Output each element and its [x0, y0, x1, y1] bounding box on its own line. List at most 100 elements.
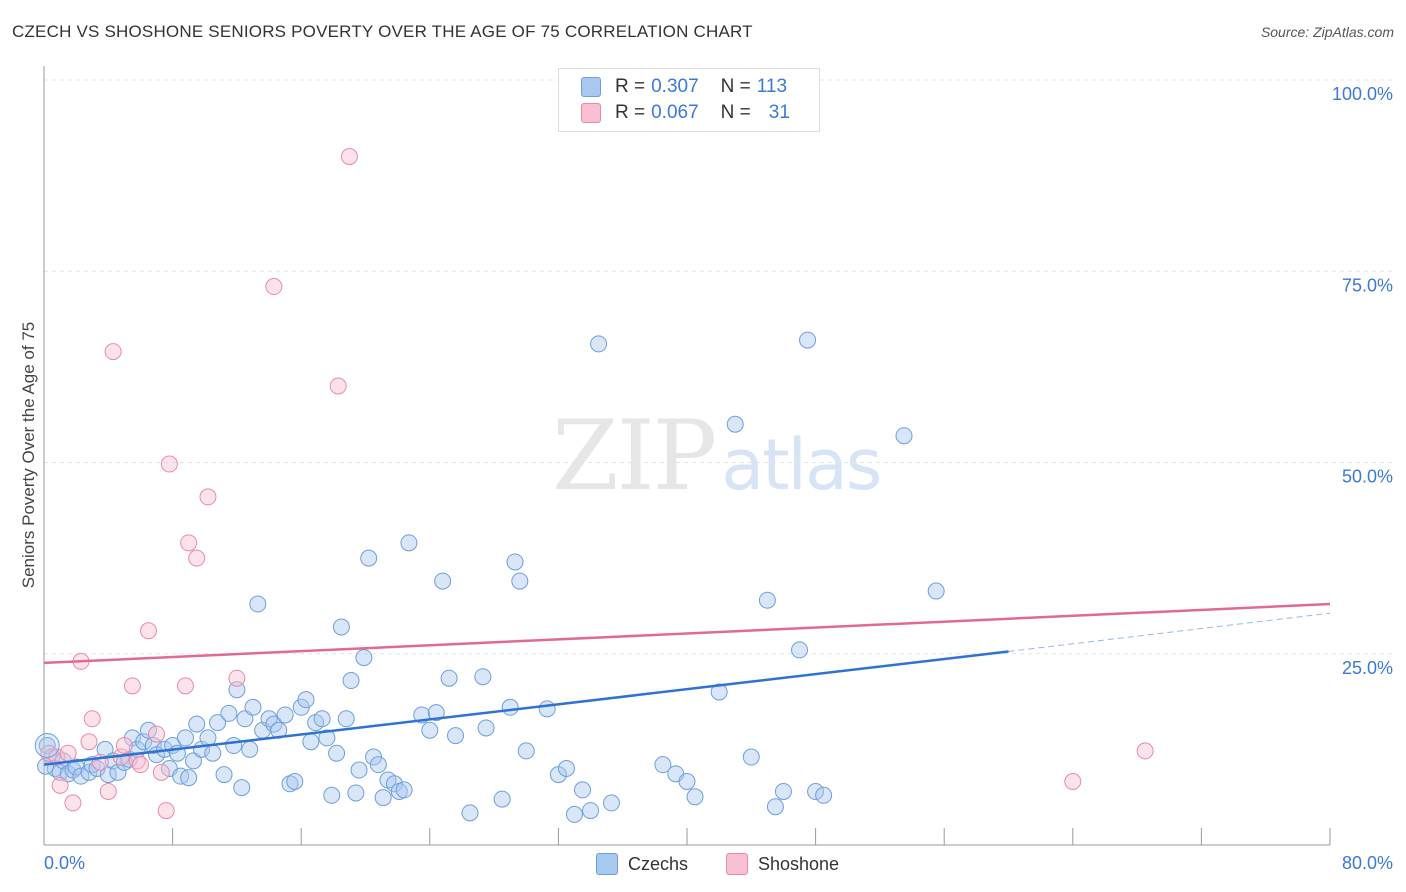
- legend-row-shoshone: R = 0.067 N = 31: [581, 101, 790, 125]
- czech-point: [774, 782, 792, 800]
- czech-trend-line: [43, 650, 1009, 766]
- legend-row-czechs: R = 0.307 N = 113: [581, 75, 787, 99]
- shoshone-point: [83, 710, 101, 728]
- czech-point: [517, 742, 535, 760]
- czech-point: [199, 729, 217, 747]
- y-tick-label: 75.0%: [1342, 275, 1393, 295]
- legend-r-label: R =: [615, 102, 646, 123]
- czech-point: [328, 744, 346, 762]
- czech-point: [678, 773, 696, 791]
- legend-r-value: 0.067: [651, 102, 699, 123]
- shoshone-point: [152, 763, 170, 781]
- shoshone-point: [180, 534, 198, 552]
- y-tick-label: 25.0%: [1342, 658, 1393, 678]
- czech-point: [209, 714, 227, 732]
- czech-point: [337, 710, 355, 728]
- shoshone-legend-swatch: [726, 853, 748, 875]
- czech-point: [395, 781, 413, 799]
- czech-point: [297, 691, 315, 709]
- shoshone-swatch: [581, 103, 601, 123]
- czech-point: [506, 553, 524, 571]
- czech-point: [318, 729, 336, 747]
- shoshone-point: [176, 677, 194, 695]
- shoshone-point: [228, 669, 246, 687]
- shoshone-point: [148, 725, 166, 743]
- legend-r-value: 0.307: [651, 76, 699, 97]
- czech-trend-extension: [1008, 612, 1331, 652]
- czech-point: [286, 773, 304, 791]
- shoshone-point: [64, 794, 82, 812]
- shoshone-point: [131, 756, 149, 774]
- legend: R = 0.307 N = 113 R = 0.067 N = 31: [558, 68, 820, 132]
- czech-point: [188, 715, 206, 733]
- czech-point: [758, 591, 776, 609]
- shoshone-point: [199, 488, 217, 506]
- shoshone-point: [188, 549, 206, 567]
- czech-point: [493, 790, 511, 808]
- chart-title: CZECH VS SHOSHONE SENIORS POVERTY OVER T…: [12, 22, 753, 41]
- y-tick-label: 50.0%: [1342, 467, 1393, 487]
- czech-point: [474, 668, 492, 686]
- czech-point: [590, 335, 608, 353]
- czech-point: [557, 760, 575, 777]
- shoshone-point: [115, 737, 133, 755]
- legend-r-label: R =: [615, 76, 646, 97]
- czech-point: [582, 802, 600, 820]
- czech-point: [342, 672, 360, 690]
- czech-point: [260, 710, 278, 728]
- czech-point: [180, 769, 198, 787]
- czech-point: [215, 766, 233, 784]
- shoshone-point: [157, 802, 175, 820]
- czech-point: [766, 798, 784, 816]
- watermark-atlas: atlas: [721, 424, 882, 506]
- czech-point: [374, 789, 392, 807]
- shoshone-point: [51, 776, 69, 794]
- czech-point: [710, 683, 728, 701]
- czech-point: [176, 729, 194, 747]
- czech-point: [332, 618, 350, 636]
- bottom-legend-shoshone: Shoshone: [726, 852, 839, 876]
- shoshone-trend-line: [43, 602, 1331, 665]
- czech-point: [347, 784, 365, 802]
- czech-point: [323, 786, 341, 804]
- czech-point: [400, 534, 418, 552]
- czech-point: [602, 794, 620, 812]
- czech-point: [538, 700, 556, 718]
- czechs-legend-label: Czechs: [628, 853, 689, 874]
- czech-point: [440, 669, 458, 687]
- czech-point: [360, 549, 378, 567]
- czech-point: [355, 649, 373, 667]
- y-axis-label: Seniors Poverty Over the Age of 75: [19, 322, 38, 588]
- watermark-zip: ZIP: [552, 400, 717, 512]
- czech-point: [241, 740, 259, 758]
- legend-n-label: N =: [720, 76, 751, 97]
- czech-point: [225, 737, 243, 755]
- czech-point: [742, 748, 760, 766]
- czech-point: [244, 698, 262, 716]
- czech-point: [654, 756, 672, 774]
- czech-point: [799, 331, 817, 349]
- czech-point: [791, 641, 809, 659]
- legend-n-value: 31: [768, 102, 790, 123]
- czech-point: [220, 704, 238, 722]
- czech-point: [281, 775, 299, 793]
- shoshone-point: [329, 377, 347, 395]
- source-label: Source: ZipAtlas.com: [1260, 24, 1394, 40]
- czech-point-large: [34, 733, 60, 759]
- czech-point: [461, 804, 479, 822]
- shoshone-legend-label: Shoshone: [758, 853, 840, 874]
- watermark: ZIPatlas: [552, 400, 882, 512]
- legend-n-label: N =: [720, 102, 751, 123]
- czech-point: [313, 710, 331, 728]
- czechs-legend-swatch: [596, 853, 618, 875]
- x-tick-label-left: 0.0%: [44, 853, 85, 873]
- czech-point: [807, 782, 825, 800]
- czech-point: [565, 805, 583, 823]
- shoshone-point: [340, 148, 358, 165]
- czech-point: [477, 719, 495, 737]
- czech-point: [434, 572, 452, 590]
- czechs-swatch: [581, 77, 601, 97]
- bottom-legend-czechs: Czechs: [596, 852, 688, 876]
- shoshone-point: [265, 278, 283, 296]
